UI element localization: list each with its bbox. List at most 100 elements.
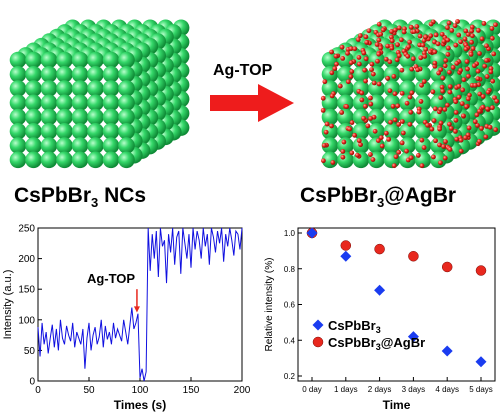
agbr-dot [359, 97, 365, 103]
agbr-dot [472, 82, 478, 88]
agbr-dot [433, 138, 438, 144]
agbr-dot [454, 60, 460, 66]
agbr-dot [340, 56, 346, 61]
cspbbr3-agbr-point [374, 243, 385, 255]
sphere-atom [25, 65, 42, 83]
agbr-dot [428, 33, 434, 39]
arrow-head [258, 84, 294, 122]
agbr-dot [378, 45, 384, 51]
sphere-atom [102, 94, 120, 112]
agbr-dot [494, 98, 500, 104]
sphere-atom [40, 123, 58, 140]
right-structure-label: CsPbBr3@AgBr [300, 184, 456, 210]
agbr-dot [385, 75, 391, 81]
x-tick-label: 50 [83, 385, 95, 396]
x-axis-label: Time [383, 398, 411, 412]
agbr-dot [418, 55, 424, 61]
agbr-dot [489, 26, 495, 31]
agbr-dot [440, 88, 446, 94]
y-tick-label: 200 [18, 254, 35, 265]
agbr-dot [396, 121, 402, 127]
cspbbr3-agbr-nanocrystal-cube [320, 19, 500, 169]
agbr-dot [443, 139, 448, 145]
plot-frame [37, 227, 243, 382]
agbr-dot [442, 107, 448, 112]
sphere-atom [430, 80, 447, 97]
agbr-dot [421, 38, 427, 43]
agbr-dot [386, 136, 392, 142]
agbr-dot [428, 21, 434, 27]
x-tick-label: 100 [132, 385, 149, 396]
agbr-dot [410, 56, 416, 62]
sphere-atom [118, 51, 135, 69]
agbr-dot [438, 67, 444, 73]
sphere-atom [71, 151, 89, 169]
agbr-dot [361, 115, 367, 121]
agbr-dot [463, 46, 469, 52]
agbr-dot [320, 95, 326, 101]
right-label-main: CsPbBr [300, 184, 378, 207]
annotation-label: Ag-TOP [87, 271, 135, 286]
agbr-dot [453, 99, 459, 105]
agbr-dot [477, 51, 482, 56]
agbr-dot [341, 139, 347, 145]
agbr-dot [488, 69, 494, 75]
agbr-dot [411, 29, 417, 34]
cspbbr3-point [407, 331, 419, 343]
sphere-atom [71, 123, 89, 140]
agbr-dot [472, 119, 478, 125]
agbr-dot [339, 44, 345, 50]
agbr-dot [399, 67, 405, 73]
sphere-atom [87, 65, 104, 83]
agbr-dot [390, 103, 396, 109]
agbr-dot [396, 25, 402, 31]
sphere-atom [40, 80, 58, 97]
sphere-atom [430, 123, 447, 140]
sphere-atom [102, 137, 120, 154]
agbr-dot [349, 69, 355, 74]
agbr-dot [389, 38, 395, 44]
agbr-dot [442, 155, 448, 161]
legend-marker [312, 319, 324, 331]
legend-label-subscript: 3 [376, 342, 381, 352]
agbr-dot [435, 41, 441, 47]
agbr-dot [469, 28, 475, 34]
sphere-atom [71, 108, 89, 126]
agbr-dot [408, 109, 414, 115]
agbr-dot [475, 28, 481, 33]
agbr-dot [320, 107, 326, 113]
agbr-dot [432, 60, 438, 66]
agbr-dot [484, 43, 489, 49]
x-tick-label: 5 days [469, 385, 493, 394]
agbr-dot [438, 95, 444, 100]
agbr-dot [460, 87, 466, 93]
agbr-dot [474, 112, 480, 118]
left-label-tail: NCs [98, 184, 147, 207]
sphere-atom [383, 51, 401, 69]
agbr-dot [352, 46, 358, 52]
agbr-dot [485, 106, 490, 112]
sphere-atom [87, 137, 104, 154]
agbr-dot [446, 20, 452, 26]
agbr-dot [376, 51, 382, 57]
agbr-dot [392, 27, 398, 33]
agbr-dot [348, 74, 354, 79]
sphere-atom [87, 80, 104, 97]
agbr-dot [440, 75, 446, 81]
agbr-dot [329, 123, 334, 129]
agbr-dot [468, 51, 474, 57]
agbr-dot [356, 55, 362, 60]
agbr-dot [358, 142, 363, 148]
legend-label-main: CsPbBr [328, 335, 376, 350]
agbr-dot [461, 77, 467, 83]
agbr-dot [445, 25, 450, 31]
agbr-dot [480, 104, 486, 110]
agbr-dot [445, 37, 451, 43]
agbr-dot [477, 91, 483, 97]
agbr-dot [407, 94, 413, 100]
agbr-dot [329, 49, 334, 55]
agbr-dot [477, 108, 482, 114]
sphere-atom [352, 151, 370, 169]
x-tick-label: 0 [35, 385, 41, 396]
sphere-atom [25, 123, 42, 140]
